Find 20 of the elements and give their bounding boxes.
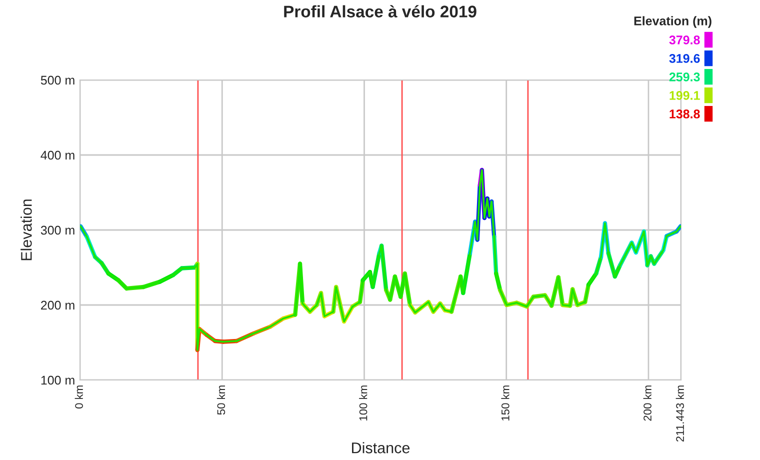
y-tick-label: 300 m xyxy=(40,226,74,235)
color-bar-label: 138.8 xyxy=(670,110,700,118)
chart-title: Profil Alsace à vélo 2019 xyxy=(284,5,476,18)
x-tick-label: 0 km xyxy=(74,386,83,409)
x-tick-label: 50 km xyxy=(216,386,226,415)
x-tick-label: 100 km xyxy=(359,386,368,420)
x-tick-label: 150 km xyxy=(501,386,510,420)
x-axis-title: Distance xyxy=(352,442,410,454)
color-bar-label: 379.8 xyxy=(669,36,700,44)
y-tick-label: 500 m xyxy=(40,76,74,85)
color-bar-title: Elevation (m) xyxy=(634,16,712,28)
color-bar-label: 259.3 xyxy=(669,72,700,82)
y-tick-label: 100 m xyxy=(41,376,74,385)
x-tick-label: 200 km xyxy=(643,386,652,421)
x-tick-label: 211.443 km xyxy=(676,386,684,442)
y-tick-label: 200 m xyxy=(41,300,74,310)
y-tick-label: 400 m xyxy=(40,150,74,160)
color-bar-label: 199.1 xyxy=(670,91,700,100)
y-axis-title: Elevation xyxy=(20,200,32,260)
color-bar-label: 319.6 xyxy=(669,54,700,63)
